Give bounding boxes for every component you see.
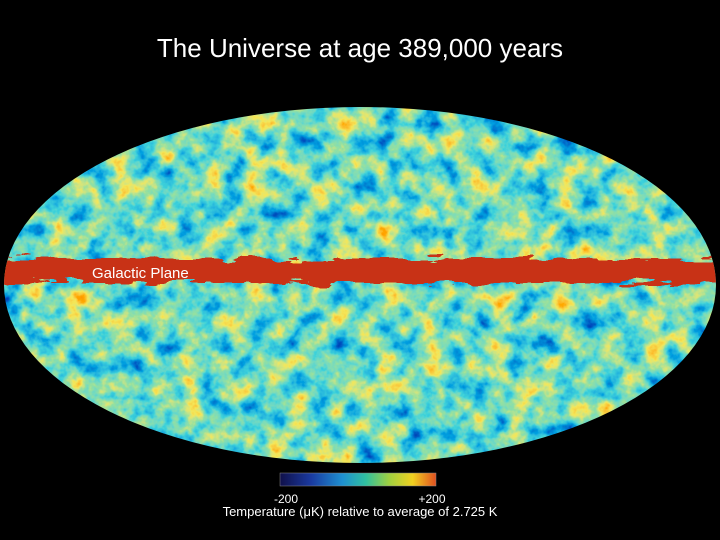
colorbar-caption: Temperature (μK) relative to average of … [223,504,498,519]
sky-map [4,107,716,463]
colorbar [279,472,437,487]
colorbar-min: -200 [274,492,298,506]
colorbar-max: +200 [418,492,445,506]
map-label: Galactic Plane [92,265,189,282]
slide-title: The Universe at age 389,000 years [157,33,563,63]
